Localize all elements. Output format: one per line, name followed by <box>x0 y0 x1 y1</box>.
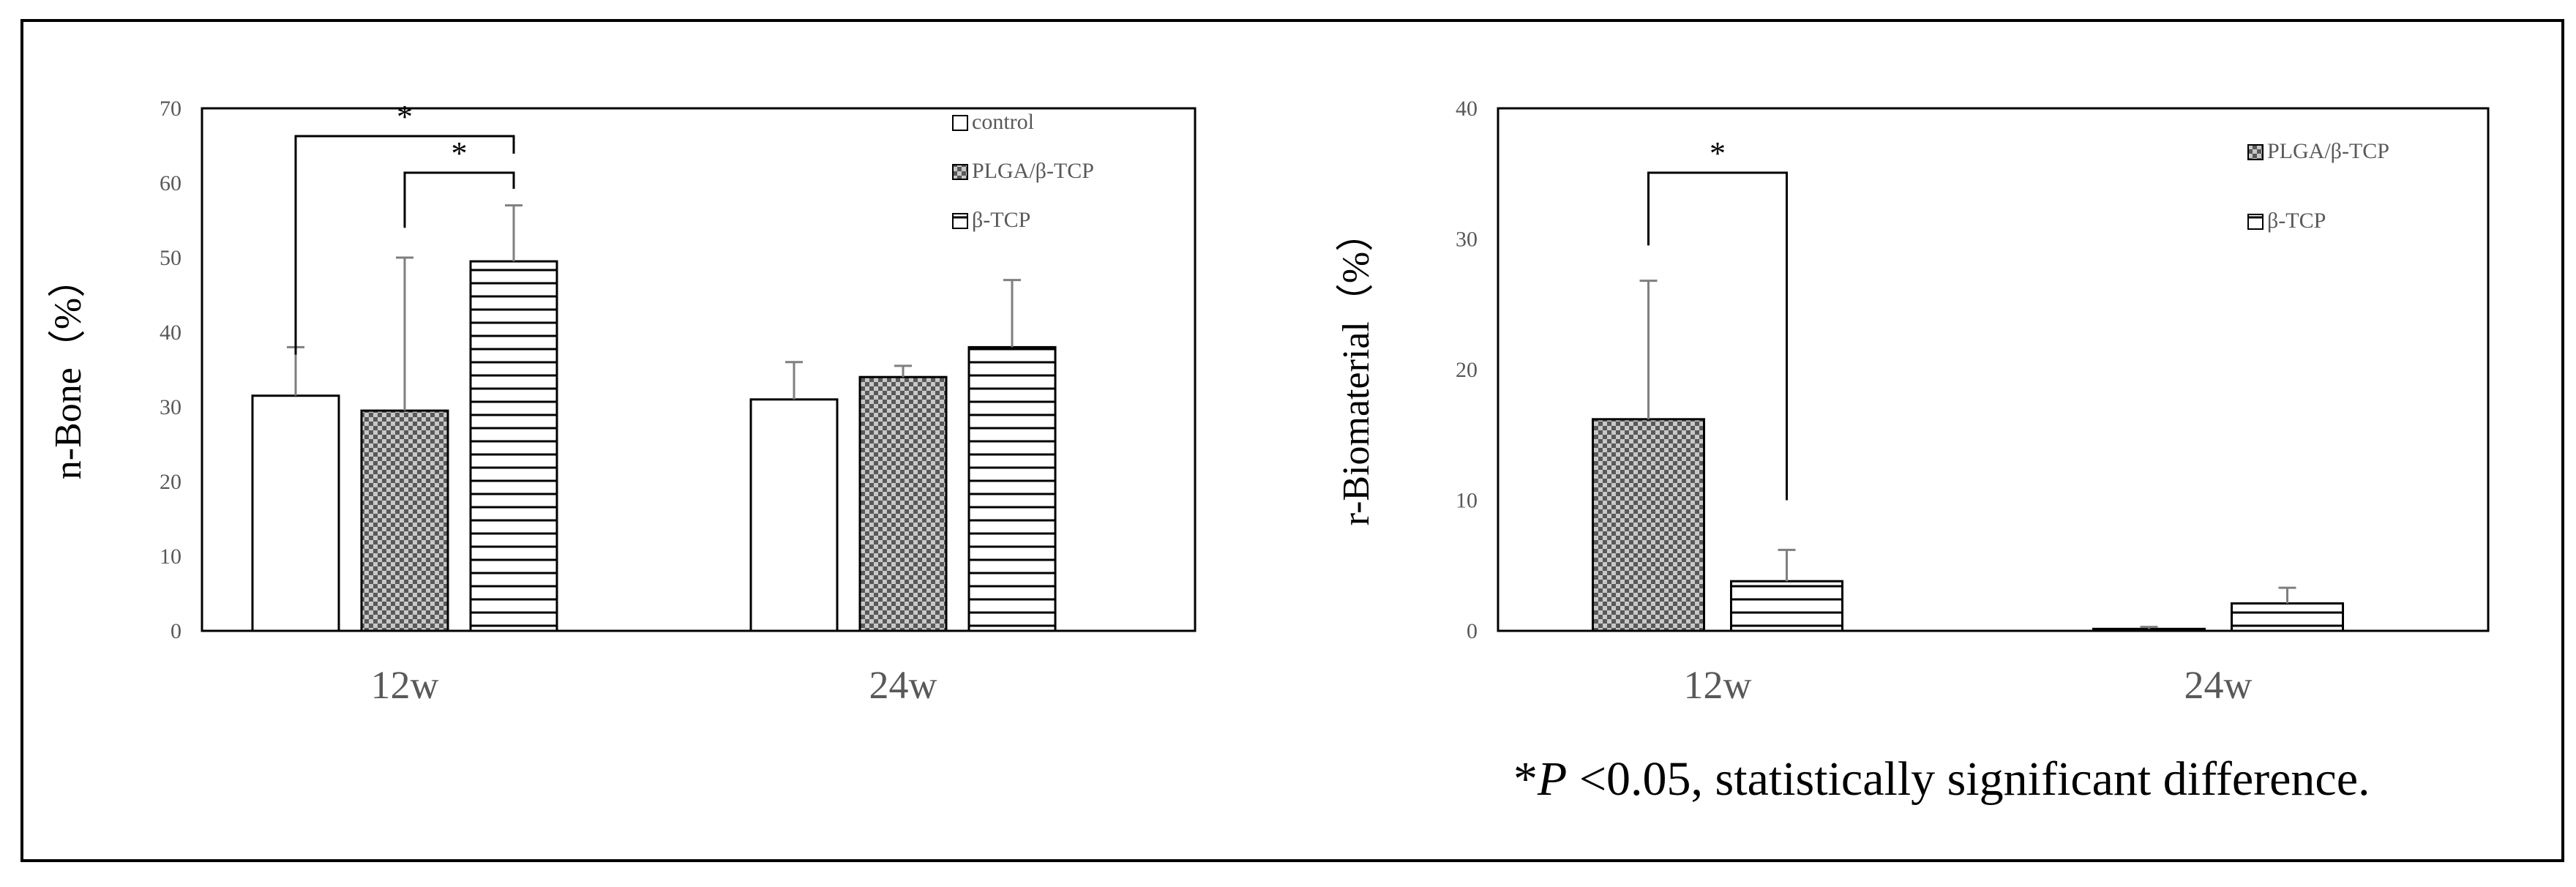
significance-star: * <box>397 99 413 135</box>
y-tick-label: 50 <box>160 246 181 270</box>
x-category-label: 12w <box>1684 663 1752 707</box>
legend-swatch <box>952 213 968 229</box>
legend-swatch <box>952 115 968 131</box>
legend-entry: PLGA/β-TCP <box>972 159 1094 183</box>
y-tick-label: 0 <box>1467 619 1478 643</box>
legend-entry: PLGA/β-TCP <box>2267 139 2389 163</box>
bar-hlines <box>469 260 558 632</box>
bar-none <box>251 394 340 632</box>
legend-swatch <box>2247 144 2264 160</box>
bar-hlines <box>2231 602 2344 632</box>
footnote-p-symbol: P <box>1537 752 1567 806</box>
y-tick-label: 60 <box>160 171 181 195</box>
bar-checker <box>1592 418 1705 632</box>
legend-entry: β-TCP <box>972 208 1030 232</box>
significance-footnote: *P <0.05, statistically significant diff… <box>1513 752 2370 806</box>
bar-checker <box>2092 627 2206 632</box>
y-tick-label: 30 <box>160 395 181 419</box>
bar-hlines <box>1730 580 1843 632</box>
legend-entry: β-TCP <box>2267 209 2326 233</box>
y-tick-label: 20 <box>1456 358 1478 382</box>
y-tick-label: 40 <box>1456 97 1478 121</box>
significance-bracket <box>294 135 515 355</box>
significance-star: * <box>452 135 468 171</box>
legend-entry: control <box>972 110 1034 134</box>
bar-none <box>749 398 839 632</box>
plot-area-1 <box>1497 107 2490 632</box>
significance-bracket <box>403 171 515 228</box>
y-axis-label: r-Biomaterial（%） <box>1336 214 1377 525</box>
bar-checker <box>858 375 948 632</box>
plot-area-0 <box>201 107 1197 632</box>
legend-swatch <box>952 164 968 180</box>
y-tick-label: 10 <box>160 544 181 569</box>
y-tick-label: 30 <box>1456 228 1478 252</box>
footnote-prefix: * <box>1513 752 1538 806</box>
legend-swatch <box>2247 214 2264 230</box>
y-tick-label: 70 <box>160 97 181 121</box>
bar-checker <box>360 409 449 632</box>
y-tick-label: 20 <box>160 470 181 494</box>
footnote-text: <0.05, statistically significant differe… <box>1567 752 2370 806</box>
x-category-label: 24w <box>2184 663 2253 707</box>
x-category-label: 24w <box>869 663 937 707</box>
bar-hlines <box>967 345 1057 632</box>
significance-star: * <box>1710 135 1726 171</box>
y-tick-label: 0 <box>171 619 181 643</box>
y-tick-label: 40 <box>160 321 181 345</box>
y-axis-label: n-Bone（%） <box>48 260 89 479</box>
y-tick-label: 10 <box>1456 489 1478 513</box>
x-category-label: 12w <box>371 663 439 707</box>
significance-bracket <box>1647 171 1788 501</box>
